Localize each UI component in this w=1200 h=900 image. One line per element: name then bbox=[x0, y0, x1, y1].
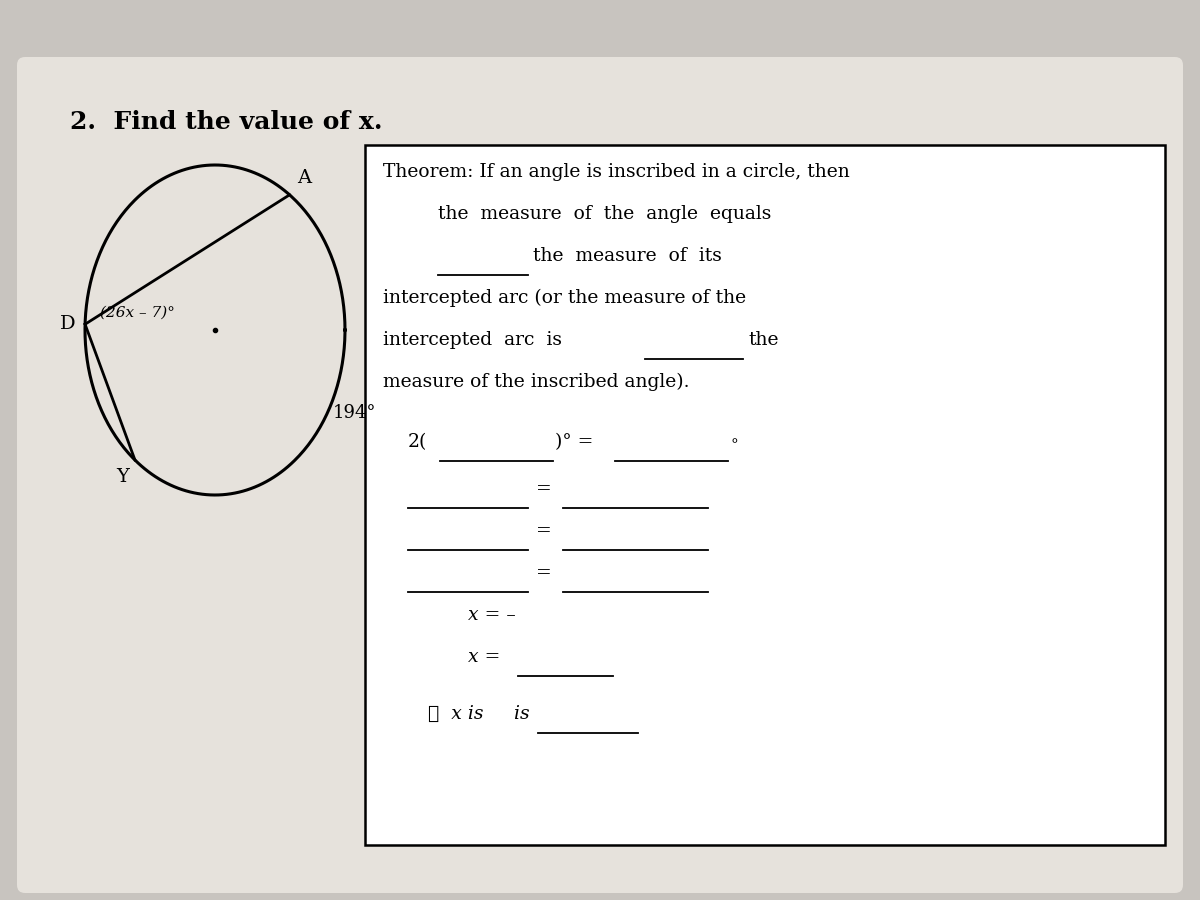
Text: 2.  Find the value of x.: 2. Find the value of x. bbox=[70, 110, 383, 134]
Text: )° =: )° = bbox=[554, 433, 593, 451]
Text: Y: Y bbox=[116, 468, 128, 486]
Text: the  measure  of  its: the measure of its bbox=[533, 247, 722, 265]
Text: is: is bbox=[508, 705, 529, 723]
Text: °: ° bbox=[730, 438, 738, 452]
Text: A: A bbox=[298, 169, 312, 187]
Text: Theorem: If an angle is inscribed in a circle, then: Theorem: If an angle is inscribed in a c… bbox=[383, 163, 850, 181]
Bar bbox=[365, 145, 1165, 845]
Text: x = –: x = – bbox=[468, 606, 516, 624]
Text: the: the bbox=[748, 331, 779, 349]
Text: 194°: 194° bbox=[332, 403, 376, 421]
Text: =: = bbox=[530, 522, 558, 540]
Text: the  measure  of  the  angle  equals: the measure of the angle equals bbox=[438, 205, 772, 223]
Text: intercepted arc (or the measure of the: intercepted arc (or the measure of the bbox=[383, 289, 746, 307]
Text: =: = bbox=[530, 480, 558, 498]
Text: (26x – 7)°: (26x – 7)° bbox=[100, 305, 175, 320]
Text: 2(: 2( bbox=[408, 433, 427, 451]
FancyBboxPatch shape bbox=[17, 57, 1183, 893]
Text: x =: x = bbox=[468, 648, 506, 666]
Text: measure of the inscribed angle).: measure of the inscribed angle). bbox=[383, 373, 690, 392]
Text: D: D bbox=[60, 315, 76, 333]
Text: intercepted  arc  is: intercepted arc is bbox=[383, 331, 562, 349]
Text: =: = bbox=[530, 564, 558, 582]
Text: ∴  x is: ∴ x is bbox=[428, 705, 484, 723]
